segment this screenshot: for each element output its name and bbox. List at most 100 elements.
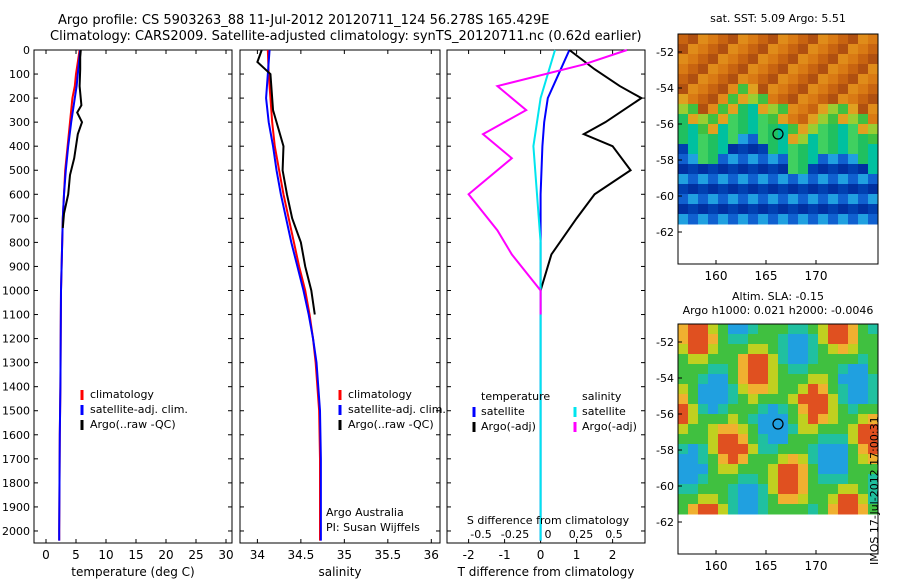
- map-cell: [698, 454, 709, 465]
- map-cell: [678, 494, 689, 505]
- map-cell: [818, 334, 829, 345]
- map-cell: [858, 74, 869, 85]
- map-cell: [748, 384, 759, 395]
- map-cell: [838, 174, 849, 185]
- map-cell: [818, 214, 829, 225]
- map-cell: [768, 394, 779, 405]
- map-cell: [868, 64, 879, 75]
- map-cell: [788, 414, 799, 425]
- map-cell: [718, 124, 729, 135]
- map-cell: [838, 474, 849, 485]
- map-cell: [708, 194, 719, 205]
- x-axis-label: temperature (deg C): [71, 565, 194, 579]
- map-cell: [708, 124, 719, 135]
- map-cell: [728, 424, 739, 435]
- map-cell: [868, 94, 879, 105]
- map-cell: [708, 504, 719, 515]
- map-cell: [698, 414, 709, 425]
- map-cell: [778, 364, 789, 375]
- map-cell: [748, 484, 759, 495]
- map-cell: [708, 464, 719, 475]
- map-cell: [848, 154, 859, 165]
- map-cell: [678, 94, 689, 105]
- map-cell: [688, 474, 699, 485]
- map-cell: [698, 424, 709, 435]
- annotation-argo-australia: Argo Australia: [326, 506, 404, 519]
- map-cell: [868, 114, 879, 125]
- map-cell: [838, 104, 849, 115]
- map-cell: [838, 434, 849, 445]
- map-cell: [848, 174, 859, 185]
- map-cell: [798, 354, 809, 365]
- map-cell: [738, 434, 749, 445]
- map-cell: [778, 114, 789, 125]
- map-cell: [788, 54, 799, 65]
- legend-label: Argo(-adj): [481, 420, 536, 433]
- map-cell: [848, 484, 859, 495]
- map-cell: [848, 354, 859, 365]
- map-cell: [818, 64, 829, 75]
- map-cell: [768, 484, 779, 495]
- map-cell: [788, 504, 799, 515]
- map-cell: [738, 214, 749, 225]
- map-cell: [858, 34, 869, 45]
- map-cell: [678, 214, 689, 225]
- map-cell: [828, 204, 839, 215]
- map-cell: [708, 444, 719, 455]
- map-cell: [748, 324, 759, 335]
- map-cell: [808, 184, 819, 195]
- map-cell: [808, 424, 819, 435]
- map-cell: [708, 64, 719, 75]
- map-cell: [678, 464, 689, 475]
- map-cell: [808, 344, 819, 355]
- map-cell: [788, 214, 799, 225]
- map-cell: [838, 84, 849, 95]
- map-cell: [788, 384, 799, 395]
- map-cell: [858, 404, 869, 415]
- map-cell: [818, 164, 829, 175]
- map-cell: [778, 384, 789, 395]
- map-cell: [748, 154, 759, 165]
- map-cell: [728, 34, 739, 45]
- map-cell: [768, 174, 779, 185]
- map-y-tick-label: -56: [656, 118, 674, 131]
- map-cell: [758, 44, 769, 55]
- map-cell: [748, 124, 759, 135]
- map-cell: [718, 84, 729, 95]
- map-cell: [758, 84, 769, 95]
- map-cell: [808, 474, 819, 485]
- map-cell: [858, 44, 869, 55]
- map-cell: [828, 184, 839, 195]
- map-cell: [758, 474, 769, 485]
- map-cell: [858, 474, 869, 485]
- map-cell: [838, 454, 849, 465]
- map-cell: [828, 484, 839, 495]
- map-cell: [718, 64, 729, 75]
- map-cell: [728, 324, 739, 335]
- map-y-tick-label: -62: [656, 226, 674, 239]
- panel-frame-1: [239, 49, 441, 544]
- map-cell: [698, 174, 709, 185]
- map-cell: [798, 154, 809, 165]
- map-cell: [848, 134, 859, 145]
- map-y-tick-label: -54: [656, 82, 674, 95]
- map-cell: [688, 414, 699, 425]
- map-cell: [818, 474, 829, 485]
- map-cell: [808, 384, 819, 395]
- map-cell: [708, 54, 719, 65]
- series-line-climatology: [58, 49, 81, 541]
- map-cell: [688, 464, 699, 475]
- map-cell: [698, 354, 709, 365]
- x-tick-label: 2: [609, 548, 617, 562]
- map-cell: [698, 484, 709, 495]
- map-cell: [798, 84, 809, 95]
- map-cell: [728, 134, 739, 145]
- x-tick-label: 10: [98, 548, 113, 562]
- map-cell: [818, 414, 829, 425]
- map-cell: [848, 404, 859, 415]
- depth-tick-label: 1100: [2, 309, 30, 322]
- map-cell: [778, 134, 789, 145]
- map-cell: [718, 154, 729, 165]
- map-cell: [718, 164, 729, 175]
- legend-label: satellite-adj. clim.: [90, 403, 188, 416]
